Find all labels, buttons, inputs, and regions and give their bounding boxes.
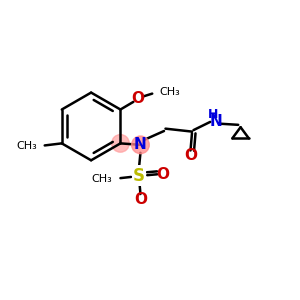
Circle shape [112, 134, 129, 152]
Text: O: O [134, 192, 147, 207]
Text: O: O [131, 91, 144, 106]
Text: N: N [134, 137, 147, 152]
Text: CH₃: CH₃ [159, 87, 180, 97]
Text: O: O [184, 148, 197, 163]
Text: CH₃: CH₃ [16, 141, 37, 151]
Text: S: S [133, 167, 145, 185]
Text: O: O [156, 167, 169, 182]
Text: N: N [209, 114, 222, 129]
Text: CH₃: CH₃ [92, 174, 112, 184]
Text: S: S [110, 174, 118, 184]
Text: H: H [208, 108, 218, 121]
Circle shape [132, 136, 149, 154]
